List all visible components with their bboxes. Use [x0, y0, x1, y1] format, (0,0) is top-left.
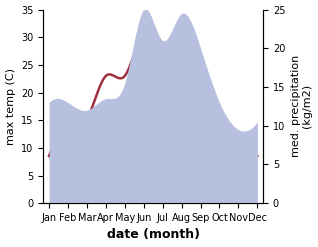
Y-axis label: med. precipitation
(kg/m2): med. precipitation (kg/m2) [291, 55, 313, 158]
X-axis label: date (month): date (month) [107, 228, 200, 242]
Y-axis label: max temp (C): max temp (C) [5, 68, 16, 145]
